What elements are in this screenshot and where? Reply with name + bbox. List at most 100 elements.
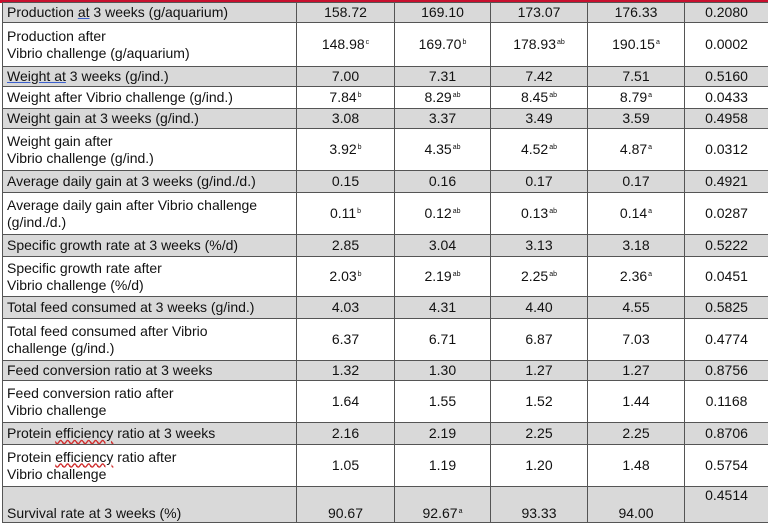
row-label: Weight at 3 weeks (g/ind.) — [3, 67, 297, 87]
p-value-cell: 0.5160 — [685, 67, 768, 87]
value-cell: 4.55 — [588, 297, 685, 319]
value-cell: 3.08 — [297, 109, 395, 129]
p-value-cell: 0.5222 — [685, 235, 768, 257]
value-cell: 2.85 — [297, 235, 395, 257]
value-cell: 3.18 — [588, 235, 685, 257]
row-label: Specific growth rate at 3 weeks (%/d) — [3, 235, 297, 257]
value-cell: 0.14a — [588, 193, 685, 235]
value-cell: 4.52ab — [491, 129, 588, 171]
value-cell: 90.67 — [297, 487, 395, 523]
row-label: Production at 3 weeks (g/aquarium) — [3, 3, 297, 23]
value-cell: 1.05 — [297, 445, 395, 487]
p-value-cell: 0.0002 — [685, 23, 768, 67]
value-cell: 3.37 — [395, 109, 491, 129]
table-row: Weight gain at 3 weeks (g/ind.) 3.08 3.3… — [3, 109, 768, 129]
value-cell: 1.20 — [491, 445, 588, 487]
value-cell: 4.03 — [297, 297, 395, 319]
value-cell: 1.30 — [395, 361, 491, 381]
value-cell: 4.87a — [588, 129, 685, 171]
p-value-cell: 0.8706 — [685, 423, 768, 445]
value-cell: 6.87 — [491, 319, 588, 361]
value-cell: 2.25 — [491, 423, 588, 445]
value-cell: 7.84b — [297, 87, 395, 109]
value-cell: 2.19ab — [395, 257, 491, 297]
value-cell: 6.71 — [395, 319, 491, 361]
row-label: Weight after Vibrio challenge (g/ind.) — [3, 87, 297, 109]
table-row: Average daily gain at 3 weeks (g/ind./d.… — [3, 171, 768, 193]
row-label: Survival rate at 3 weeks (%) — [3, 487, 297, 523]
p-value-cell: 0.8756 — [685, 361, 768, 381]
value-cell: 1.27 — [588, 361, 685, 381]
table-row: Survival rate at 3 weeks (%) 90.67 92.67… — [3, 487, 768, 523]
table-row: Production at 3 weeks (g/aquarium) 158.7… — [3, 3, 768, 23]
value-cell: 190.15a — [588, 23, 685, 67]
value-cell: 173.07 — [491, 3, 588, 23]
value-cell: 1.52 — [491, 381, 588, 423]
row-label: Protein efficiency ratio at 3 weeks — [3, 423, 297, 445]
value-cell: 2.36a — [588, 257, 685, 297]
value-cell: 3.13 — [491, 235, 588, 257]
label-part: at — [78, 4, 90, 20]
p-value-cell: 0.5754 — [685, 445, 768, 487]
value-cell: 2.25ab — [491, 257, 588, 297]
p-value-cell: 0.0287 — [685, 193, 768, 235]
value-cell: 158.72 — [297, 3, 395, 23]
value-cell: 94.00 — [588, 487, 685, 523]
row-label: Average daily gain at 3 weeks (g/ind./d.… — [3, 171, 297, 193]
value-cell: 7.03 — [588, 319, 685, 361]
p-value-cell: 0.4514 — [685, 487, 768, 523]
value-cell: 148.98c — [297, 23, 395, 67]
table-row: Weight after Vibrio challenge (g/ind.) 7… — [3, 87, 768, 109]
table-row: Protein efficiency ratio at 3 weeks 2.16… — [3, 423, 768, 445]
value-cell: 0.16 — [395, 171, 491, 193]
p-value-cell: 0.4774 — [685, 319, 768, 361]
value-cell: 7.42 — [491, 67, 588, 87]
value-cell: 0.13ab — [491, 193, 588, 235]
row-label: Feed conversion ratio at 3 weeks — [3, 361, 297, 381]
p-value-cell: 0.2080 — [685, 3, 768, 23]
value-cell: 169.70b — [395, 23, 491, 67]
value-cell: 178.93ab — [491, 23, 588, 67]
p-value-cell: 0.4921 — [685, 171, 768, 193]
value-cell: 2.03b — [297, 257, 395, 297]
value-cell: 3.59 — [588, 109, 685, 129]
value-cell: 3.04 — [395, 235, 491, 257]
table-row: Specific growth rate at 3 weeks (%/d) 2.… — [3, 235, 768, 257]
value-cell: 176.33 — [588, 3, 685, 23]
value-cell: 2.16 — [297, 423, 395, 445]
value-cell: 1.19 — [395, 445, 491, 487]
value-cell: 93.33 — [491, 487, 588, 523]
value-cell: 169.10 — [395, 3, 491, 23]
p-value-cell: 0.1168 — [685, 381, 768, 423]
value-cell: 1.32 — [297, 361, 395, 381]
value-cell: 2.25 — [588, 423, 685, 445]
value-cell: 4.35ab — [395, 129, 491, 171]
table-row: Total feed consumed at 3 weeks (g/ind.) … — [3, 297, 768, 319]
p-value-cell: 0.0433 — [685, 87, 768, 109]
p-value-cell: 0.0451 — [685, 257, 768, 297]
value-cell: 7.00 — [297, 67, 395, 87]
value-cell: 1.27 — [491, 361, 588, 381]
p-value-cell: 0.5825 — [685, 297, 768, 319]
value-cell: 7.51 — [588, 67, 685, 87]
value-cell: 3.49 — [491, 109, 588, 129]
value-cell: 3.92b — [297, 129, 395, 171]
value-cell: 0.17 — [491, 171, 588, 193]
value-cell: 0.17 — [588, 171, 685, 193]
value-cell: 0.15 — [297, 171, 395, 193]
value-cell: 8.29ab — [395, 87, 491, 109]
value-cell: 92.67a — [395, 487, 491, 523]
table-row: Weight at 3 weeks (g/ind.) 7.00 7.31 7.4… — [3, 67, 768, 87]
value-cell: 1.55 — [395, 381, 491, 423]
value-cell: 1.44 — [588, 381, 685, 423]
value-cell: 2.19 — [395, 423, 491, 445]
